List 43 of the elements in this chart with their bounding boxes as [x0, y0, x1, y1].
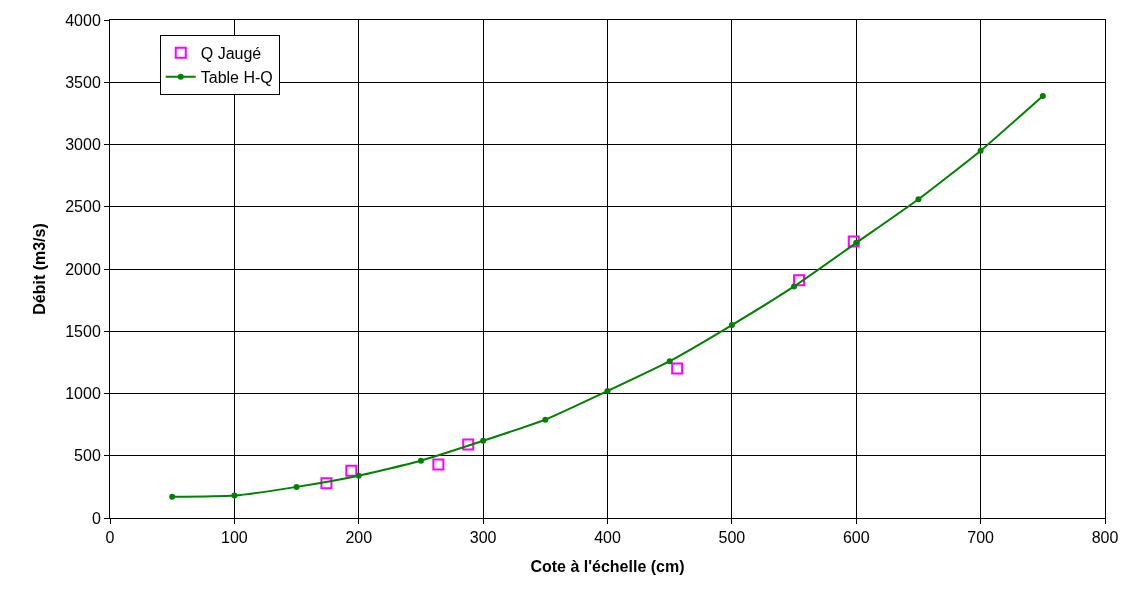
point: [345, 464, 358, 477]
point: [977, 147, 984, 154]
y-tick-label: 2500: [65, 198, 101, 216]
point: [355, 472, 362, 479]
x-tick-label: 0: [105, 529, 115, 547]
point: [320, 477, 333, 490]
x-tick-label: 400: [594, 529, 621, 547]
y-tick-label: 500: [74, 447, 101, 465]
point: [666, 358, 673, 365]
y-tick-label: 0: [91, 509, 101, 527]
y-tick-label: 3500: [65, 73, 101, 91]
point: [432, 458, 445, 471]
point: [1039, 92, 1046, 99]
x-tick-label: 700: [967, 529, 995, 547]
point: [462, 438, 475, 451]
x-tick-label: 200: [345, 529, 373, 547]
point: [480, 437, 487, 444]
point: [915, 196, 922, 203]
legend-label: Table H-Q: [200, 68, 273, 86]
x-tick-label: 300: [469, 529, 497, 547]
y-tick-label: 4000: [65, 11, 101, 29]
point: [847, 235, 860, 248]
x-tick-label: 600: [842, 529, 870, 547]
point: [604, 388, 611, 395]
legend-label: Q Jaugé: [200, 45, 262, 63]
x-tick-label: 100: [221, 529, 248, 547]
x-axis-title: Cote à l'échelle (cm): [530, 557, 685, 575]
x-tick-label: 800: [1091, 529, 1119, 547]
point: [542, 416, 549, 423]
point: [793, 274, 806, 287]
point: [728, 322, 735, 329]
point: [293, 483, 300, 490]
y-tick-label: 3000: [65, 136, 101, 154]
y-tick-label: 2000: [65, 260, 101, 278]
point: [417, 457, 424, 464]
y-tick-label: 1500: [65, 322, 101, 340]
y-tick-label: 1000: [65, 385, 101, 403]
point: [791, 283, 798, 290]
point: [671, 362, 684, 375]
x-tick-label: 500: [718, 529, 746, 547]
y-axis-title: Débit (m3/s): [31, 223, 49, 315]
point: [169, 493, 176, 500]
point: [231, 492, 238, 499]
